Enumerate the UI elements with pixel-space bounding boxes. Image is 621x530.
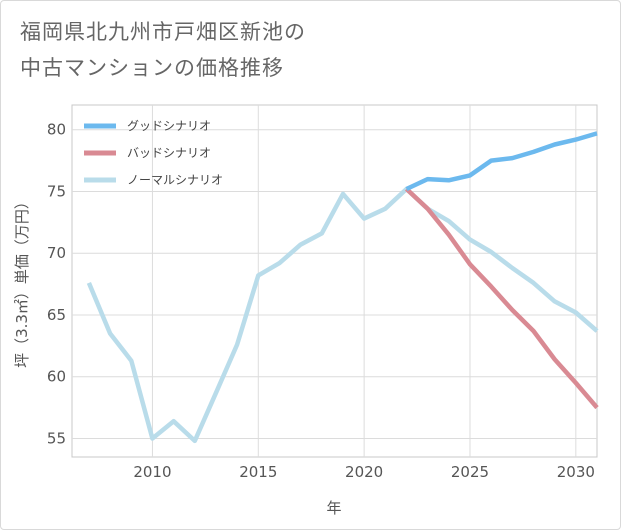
chart-title-line-1: 福岡県北九州市戸畑区新池の <box>20 20 306 44</box>
x-tick-label-2030: 2030 <box>557 463 595 481</box>
series-lines <box>86 131 599 444</box>
series-line-1 <box>404 187 599 410</box>
y-axis-title: 坪（3.3㎡）単価（万円） <box>13 194 31 368</box>
y-tick-label-65: 65 <box>47 306 66 324</box>
x-tick-label-2015: 2015 <box>239 463 277 481</box>
y-tick-label-70: 70 <box>47 244 66 262</box>
x-tick-label-2010: 2010 <box>133 463 171 481</box>
series-line-2 <box>86 186 599 444</box>
series-line-0 <box>405 131 598 192</box>
grid-lines <box>72 105 597 457</box>
legend-label-1: バッドシナリオ <box>127 146 211 160</box>
x-axis-title: 年 <box>326 499 341 517</box>
x-tick-label-2020: 2020 <box>345 463 383 481</box>
chart-title: 福岡県北九州市戸畑区新池の 中古マンションの価格推移 <box>20 14 306 86</box>
plot-area-group: 2010 2015 2020 2025 2030 55 60 65 70 75 80 <box>47 104 599 481</box>
y-tick-label-80: 80 <box>47 121 66 139</box>
legend-label-0: グッドシナリオ <box>127 119 211 133</box>
x-tick-label-2025: 2025 <box>451 463 489 481</box>
y-tick-label-60: 60 <box>47 368 66 386</box>
y-tick-label-75: 75 <box>47 182 66 200</box>
y-tick-label-55: 55 <box>47 429 66 447</box>
x-tick-labels: 2010 2015 2020 2025 2030 <box>133 463 595 481</box>
chart-title-line-2: 中古マンションの価格推移 <box>20 56 284 80</box>
y-tick-labels: 55 60 65 70 75 80 <box>47 121 66 448</box>
legend-label-2: ノーマルシナリオ <box>127 173 223 187</box>
plot-area <box>71 104 598 458</box>
